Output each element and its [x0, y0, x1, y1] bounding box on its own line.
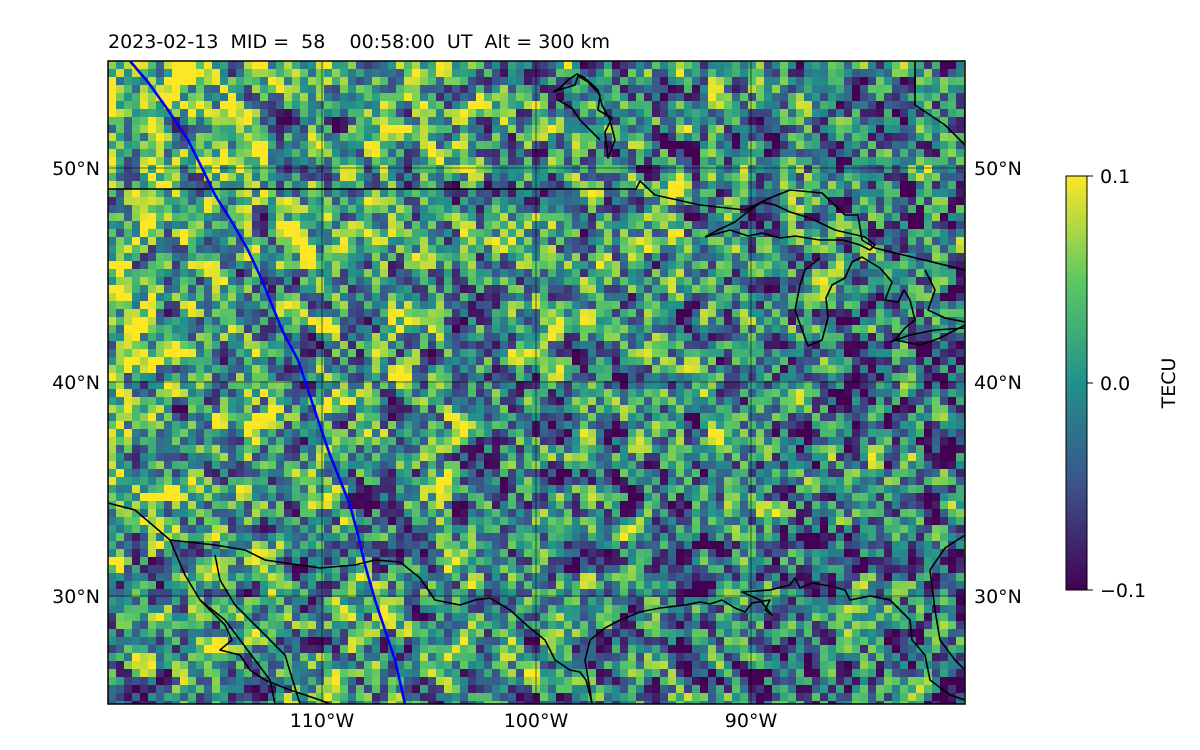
- lat-tick-right-30: 30°N: [974, 586, 1022, 608]
- terminator-line: [129, 61, 407, 704]
- lat-tick-left-50: 50°N: [52, 158, 100, 180]
- colorbar-tick-zero: 0.0: [1100, 373, 1130, 395]
- map-title: 2023-02-13 MID = 58 00:58:00 UT Alt = 30…: [108, 31, 611, 53]
- lat-tick-right-50: 50°N: [974, 158, 1022, 180]
- map-frame: [107, 60, 966, 705]
- lon-tick-100w: 100°W: [504, 710, 569, 732]
- lake-superior-shore: [704, 201, 876, 251]
- colorbar-label: TECU: [1158, 358, 1180, 410]
- lake-michigan-huron-shore: [794, 256, 965, 347]
- gridlines: [108, 61, 965, 704]
- colorbar-tick-min: −0.1: [1100, 580, 1146, 602]
- lake-winnipeg-shore: [552, 73, 616, 159]
- coastlines: [108, 61, 965, 704]
- colorbar-tick-max: 0.1: [1100, 166, 1130, 188]
- lat-tick-right-40: 40°N: [974, 372, 1022, 394]
- lon-tick-90w: 90°W: [725, 710, 778, 732]
- lat-tick-left-30: 30°N: [52, 586, 100, 608]
- lake-huron-shore: [924, 269, 965, 323]
- lake-erie-shore: [889, 327, 965, 343]
- northern-shore: [557, 99, 601, 141]
- gulf-of-mexico-coast: [584, 577, 965, 704]
- colorbar-gradient: [1065, 175, 1088, 591]
- colorbar: 0.1 0.0 −0.1 TECU: [1065, 166, 1180, 602]
- florida-coast: [929, 569, 965, 671]
- baja-coast: [169, 539, 276, 704]
- atlantic-coast: [929, 534, 965, 571]
- gulf-california-coast: [214, 554, 301, 704]
- hudson-bay-shore: [914, 61, 965, 146]
- tec-pixel-field: [108, 61, 965, 704]
- us-mexico-border: [108, 502, 593, 704]
- baja-peninsula: [199, 599, 331, 704]
- lat-tick-left-40: 40°N: [52, 372, 100, 394]
- lon-tick-110w: 110°W: [290, 710, 355, 732]
